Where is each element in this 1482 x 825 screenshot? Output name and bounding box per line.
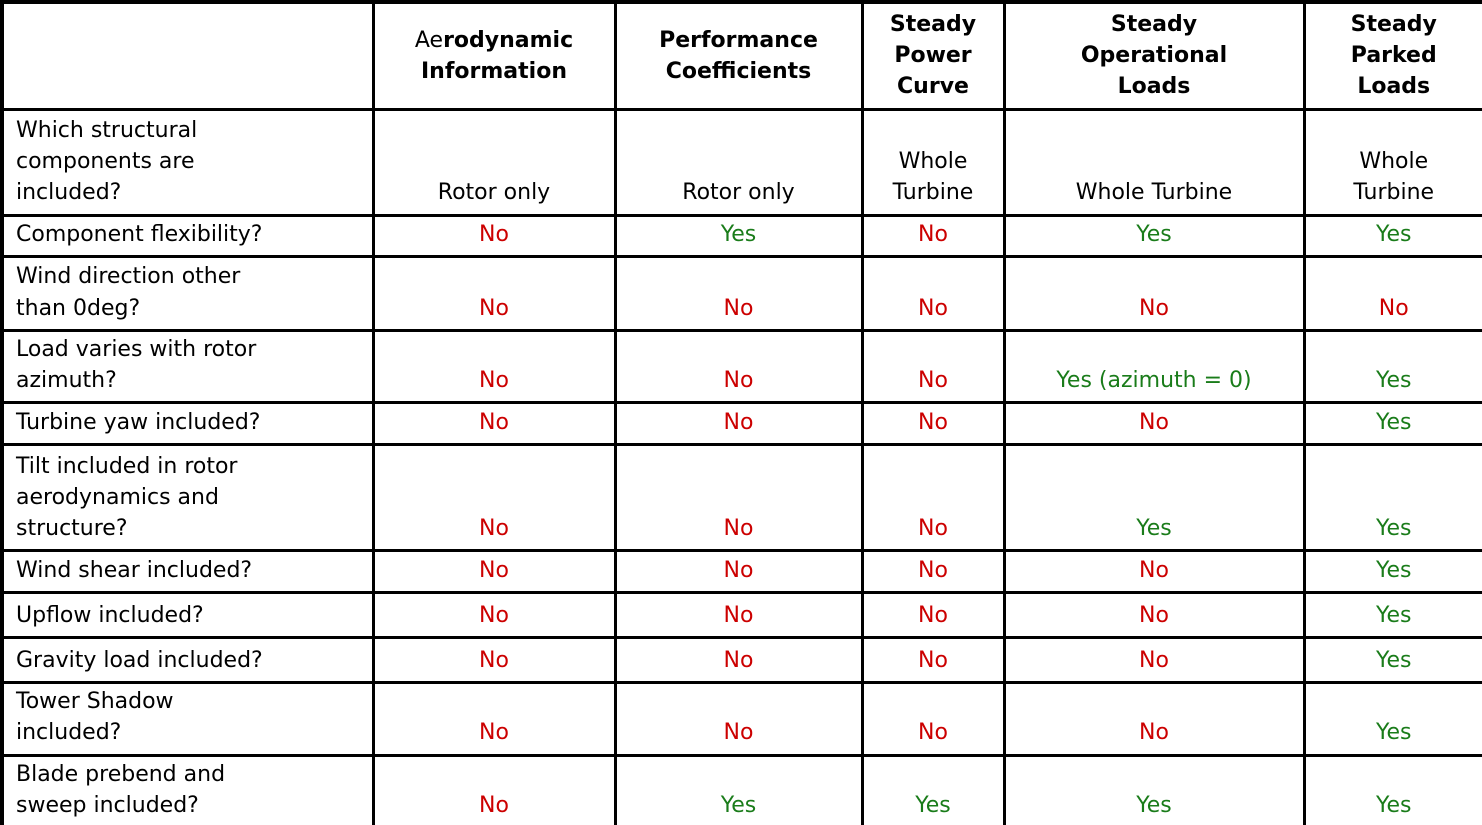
question-cell: Blade prebend and sweep included? (0, 753, 375, 825)
answer-cell: Whole Turbine (860, 107, 1006, 217)
answer-cell: Yes (1302, 681, 1482, 757)
column-header-steady-parked-loads: Steady Parked Loads (1302, 0, 1482, 111)
question-cell: Upflow included? (0, 591, 375, 640)
answer-cell: No (371, 213, 617, 258)
answer-cell: No (860, 636, 1006, 685)
corner-cell (0, 0, 375, 111)
table-row-structural-components: Which structural components are included… (0, 107, 1482, 217)
answer-cell: No (860, 443, 1006, 553)
column-header-aerodynamic-information: Aerodynamic Information (371, 0, 617, 111)
answer-cell: No (613, 401, 864, 447)
answer-cell: Rotor only (371, 107, 617, 217)
question-cell: Wind direction other than 0deg? (0, 254, 375, 332)
answer-cell: No (371, 753, 617, 825)
answer-cell: Yes (1302, 636, 1482, 685)
answer-cell: Yes (1002, 753, 1306, 825)
answer-cell: No (860, 254, 1006, 332)
answer-cell: No (371, 549, 617, 595)
header-aero-prefix: Ae (414, 27, 444, 53)
table-row-load-varies-azimuth: Load varies with rotor azimuth? No No No… (0, 328, 1482, 405)
table-row-gravity-load: Gravity load included? No No No No Yes (0, 636, 1482, 685)
table-row-wind-direction: Wind direction other than 0deg? No No No… (0, 254, 1482, 332)
question-cell: Tilt included in rotor aerodynamics and … (0, 443, 375, 553)
table-row-tower-shadow: Tower Shadow included? No No No No Yes (0, 681, 1482, 757)
question-cell: Component flexibility? (0, 213, 375, 258)
answer-cell: Whole Turbine (1302, 107, 1482, 217)
question-cell: Gravity load included? (0, 636, 375, 685)
answer-cell: No (860, 328, 1006, 405)
answer-cell: No (1302, 254, 1482, 332)
answer-cell: No (1002, 681, 1306, 757)
column-header-performance-coefficients: Performance Coefficients (613, 0, 864, 111)
column-header-steady-power-curve: Steady Power Curve (860, 0, 1006, 111)
answer-cell: No (860, 213, 1006, 258)
answer-cell: No (371, 443, 617, 553)
question-cell: Wind shear included? (0, 549, 375, 595)
answer-cell: No (860, 549, 1006, 595)
question-cell: Which structural components are included… (0, 107, 375, 217)
answer-cell: Yes (613, 753, 864, 825)
answer-cell: No (371, 636, 617, 685)
answer-cell: No (860, 401, 1006, 447)
table-row-component-flexibility: Component flexibility? No Yes No Yes Yes (0, 213, 1482, 258)
question-cell: Turbine yaw included? (0, 401, 375, 447)
header-row: Aerodynamic Information Performance Coef… (0, 0, 1482, 111)
answer-cell: No (371, 401, 617, 447)
answer-cell: No (613, 443, 864, 553)
answer-cell: No (371, 591, 617, 640)
answer-cell: No (1002, 591, 1306, 640)
question-cell: Load varies with rotor azimuth? (0, 328, 375, 405)
question-cell: Tower Shadow included? (0, 681, 375, 757)
table-row-tilt-included: Tilt included in rotor aerodynamics and … (0, 443, 1482, 553)
answer-cell: Yes (1302, 591, 1482, 640)
answer-cell: Yes (1302, 443, 1482, 553)
answer-cell: Yes (azimuth = 0) (1002, 328, 1306, 405)
column-header-steady-operational-loads: Steady Operational Loads (1002, 0, 1306, 111)
answer-cell: Yes (860, 753, 1006, 825)
answer-cell: No (613, 328, 864, 405)
answer-cell: No (860, 591, 1006, 640)
table-row-turbine-yaw: Turbine yaw included? No No No No Yes (0, 401, 1482, 447)
answer-cell: Yes (1002, 443, 1306, 553)
answer-cell: Yes (1302, 549, 1482, 595)
answer-cell: No (371, 328, 617, 405)
answer-cell: No (371, 681, 617, 757)
answer-cell: No (1002, 254, 1306, 332)
answer-cell: Rotor only (613, 107, 864, 217)
answer-cell: Yes (613, 213, 864, 258)
answer-cell: Yes (1302, 753, 1482, 825)
answer-cell: No (371, 254, 617, 332)
answer-cell: No (1002, 401, 1306, 447)
table-row-blade-prebend: Blade prebend and sweep included? No Yes… (0, 753, 1482, 825)
answer-cell: No (860, 681, 1006, 757)
header-aero-rest: rodynamic Information (421, 27, 574, 84)
answer-cell: No (1002, 636, 1306, 685)
answer-cell: No (613, 636, 864, 685)
answer-cell: Yes (1302, 213, 1482, 258)
table-row-upflow: Upflow included? No No No No Yes (0, 591, 1482, 640)
answer-cell: Yes (1002, 213, 1306, 258)
answer-cell: Yes (1302, 401, 1482, 447)
answer-cell: No (613, 254, 864, 332)
answer-cell: No (1002, 549, 1306, 595)
answer-cell: No (613, 681, 864, 757)
answer-cell: No (613, 549, 864, 595)
table-row-wind-shear: Wind shear included? No No No No Yes (0, 549, 1482, 595)
answer-cell: No (613, 591, 864, 640)
answer-cell: Yes (1302, 328, 1482, 405)
answer-cell: Whole Turbine (1002, 107, 1306, 217)
